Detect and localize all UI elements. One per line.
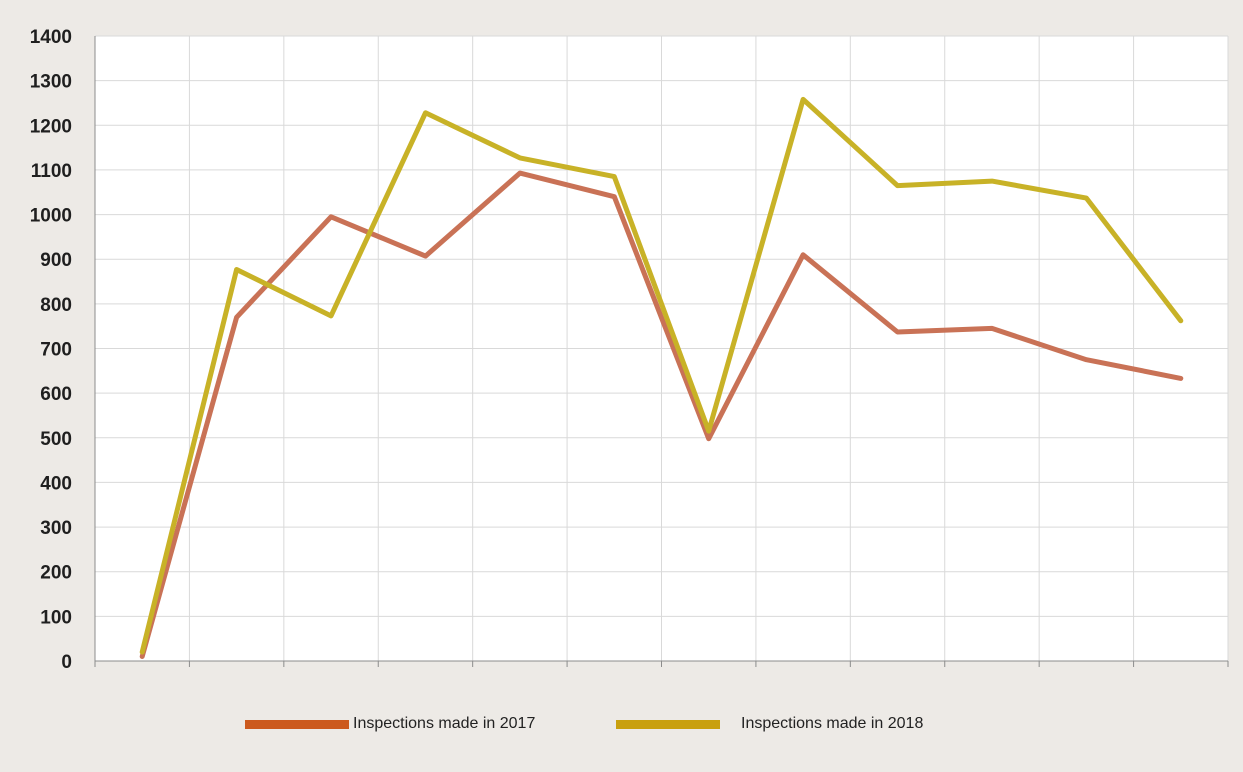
axes (94, 36, 1229, 667)
y-tick-label: 0 (61, 652, 72, 673)
y-tick-label: 800 (40, 295, 72, 316)
y-tick-label: 200 (40, 563, 72, 584)
y-tick-label: 600 (40, 384, 72, 405)
legend-item-2017: Inspections made in 2017 (245, 709, 535, 739)
legend: Inspections made in 2017 Inspections mad… (0, 709, 1243, 739)
series-line-2018 (139, 96, 1184, 655)
legend-item-2018: Inspections made in 2018 (616, 709, 923, 739)
grid (95, 35, 1229, 661)
y-tick-label: 1200 (30, 116, 72, 137)
y-tick-label: 900 (40, 250, 72, 271)
series-lines (139, 96, 1184, 659)
y-tick-label: 100 (40, 607, 72, 628)
y-tick-label: 400 (40, 473, 72, 494)
legend-label-2017: Inspections made in 2017 (353, 715, 536, 732)
series-line-2017 (139, 170, 1184, 659)
legend-swatch-2017 (245, 719, 349, 729)
y-tick-label: 300 (40, 518, 72, 539)
y-tick-label: 1400 (30, 27, 72, 48)
legend-swatch-2018 (616, 719, 720, 729)
y-tick-label: 1000 (30, 206, 72, 227)
y-tick-label: 500 (40, 429, 72, 450)
y-tick-label: 1100 (31, 161, 72, 182)
y-tick-label: 700 (40, 340, 72, 361)
y-tick-labels: 0 100 200 300 400 500 600 700 800 900 1000 1100 1200… (30, 27, 72, 673)
y-tick-label: 1300 (30, 72, 72, 93)
legend-label-2018: Inspections made in 2018 (741, 715, 924, 732)
